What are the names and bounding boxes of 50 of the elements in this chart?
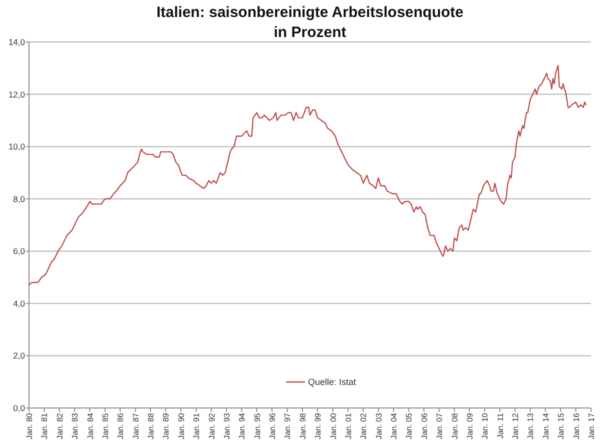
x-tick-label: Jan. 06: [420, 412, 429, 440]
chart-subtitle: in Prozent: [274, 24, 346, 41]
x-tick-label: Jan. 96: [268, 412, 278, 440]
x-tick-label: Jan. 10: [480, 412, 490, 440]
x-tick-label: Jan. 14: [541, 412, 550, 440]
x-tick-label: Jan. 81: [40, 412, 50, 440]
x-tick-label: Jan. 93: [222, 412, 232, 440]
legend-label: Quelle: Istat: [308, 377, 357, 388]
x-tick-label: Jan. 83: [70, 412, 80, 440]
y-tick-label: 6,0: [13, 246, 26, 256]
x-tick-label: Jan. 98: [298, 412, 308, 440]
y-tick-label: 4,0: [13, 298, 26, 308]
line-series: [28, 64, 587, 286]
x-tick-label: Jan. 86: [116, 412, 126, 440]
x-tick-label: Jan. 94: [238, 412, 247, 440]
y-tick-label: 2,0: [13, 350, 26, 361]
x-tick-label: Jan. 12: [511, 412, 520, 440]
chart-title: Italien: saisonbereinigte Arbeitslosenquote: [156, 4, 464, 21]
x-tick-label: Jan. 04: [390, 412, 399, 440]
x-tick-label: Jan. 88: [146, 412, 156, 440]
x-tick-label: Jan. 15: [556, 412, 566, 440]
y-tick-label: 14,0: [8, 37, 26, 47]
x-tick-label: Jan. 85: [100, 412, 110, 440]
x-tick-label: Jan. 97: [283, 412, 292, 440]
x-tick-label: Jan. 17: [587, 412, 596, 440]
x-tick-label: Jan. 90: [176, 412, 186, 440]
x-tick-label: Jan. 02: [359, 412, 368, 440]
x-tick-label: Jan. 09: [465, 412, 474, 440]
x-tick-label: Jan. 80: [25, 412, 34, 440]
y-tick-label: 8,0: [13, 194, 26, 204]
x-tick-label: Jan. 89: [162, 412, 171, 440]
x-tick-label: Jan. 07: [435, 412, 444, 440]
y-tick-label: 0,0: [13, 403, 26, 413]
x-tick-label: Jan. 99: [314, 412, 323, 440]
x-tick-label: Jan. 03: [374, 412, 384, 440]
x-tick-label: Jan. 84: [86, 412, 95, 440]
x-tick-label: Jan. 00: [328, 412, 338, 440]
x-tick-label: Jan. 92: [207, 412, 216, 440]
x-tick-label: Jan. 08: [450, 412, 460, 440]
x-tick-label: Jan. 16: [572, 412, 581, 440]
x-tick-label: Jan. 87: [131, 412, 140, 440]
y-tick-label: 10,0: [8, 142, 26, 152]
y-tick-label: 12,0: [8, 89, 26, 100]
x-tick-label: Jan. 13: [526, 412, 536, 440]
x-tick-label: Jan. 05: [404, 412, 414, 440]
x-tick-label: Jan. 82: [55, 412, 64, 440]
x-tick-label: Jan. 11: [496, 412, 505, 439]
x-tick-label: Jan. 01: [344, 412, 353, 440]
x-tick-label: Jan. 91: [192, 412, 202, 440]
x-tick-label: Jan. 95: [252, 412, 262, 440]
